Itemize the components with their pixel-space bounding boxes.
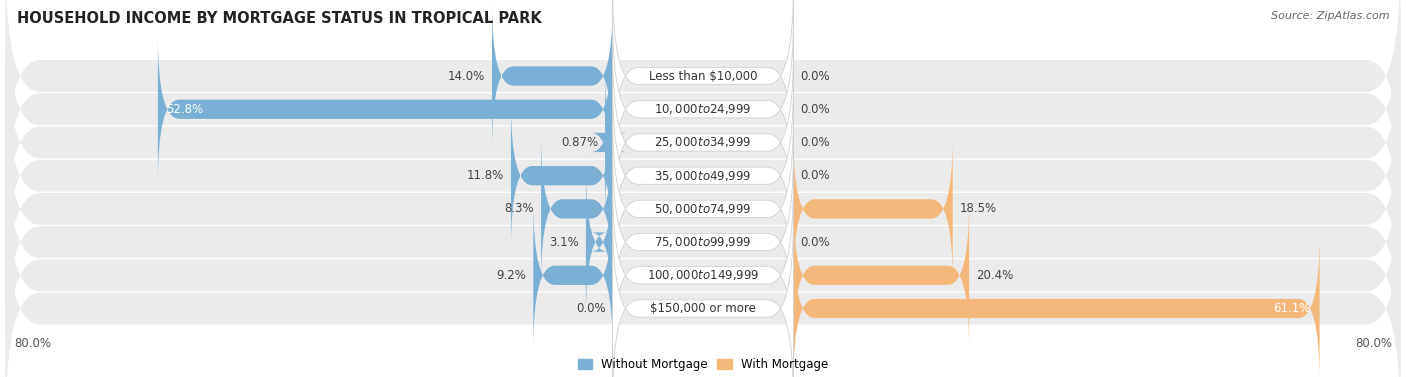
Text: $35,000 to $49,999: $35,000 to $49,999 [654,169,752,183]
Text: $50,000 to $74,999: $50,000 to $74,999 [654,202,752,216]
Text: $10,000 to $24,999: $10,000 to $24,999 [654,102,752,116]
FancyBboxPatch shape [492,3,613,149]
FancyBboxPatch shape [591,69,627,216]
Text: 0.87%: 0.87% [561,136,598,149]
FancyBboxPatch shape [613,18,793,200]
FancyBboxPatch shape [6,158,1400,377]
Text: 18.5%: 18.5% [960,202,997,215]
Text: 80.0%: 80.0% [14,337,51,350]
Text: 14.0%: 14.0% [449,69,485,83]
FancyBboxPatch shape [6,26,1400,259]
FancyBboxPatch shape [793,135,953,282]
Text: $100,000 to $149,999: $100,000 to $149,999 [647,268,759,282]
FancyBboxPatch shape [6,0,1400,226]
Text: 0.0%: 0.0% [800,103,830,116]
FancyBboxPatch shape [613,85,793,267]
Text: 0.0%: 0.0% [800,169,830,182]
FancyBboxPatch shape [6,59,1400,293]
Text: 52.8%: 52.8% [166,103,204,116]
FancyBboxPatch shape [533,202,613,349]
Text: 0.0%: 0.0% [800,136,830,149]
FancyBboxPatch shape [613,51,793,233]
Text: $25,000 to $34,999: $25,000 to $34,999 [654,135,752,149]
Text: 11.8%: 11.8% [467,169,505,182]
FancyBboxPatch shape [541,135,613,282]
FancyBboxPatch shape [510,102,613,249]
FancyBboxPatch shape [793,202,969,349]
FancyBboxPatch shape [613,0,793,167]
FancyBboxPatch shape [6,125,1400,359]
Legend: Without Mortgage, With Mortgage: Without Mortgage, With Mortgage [574,354,832,376]
Text: 3.1%: 3.1% [550,236,579,248]
Text: Less than $10,000: Less than $10,000 [648,69,758,83]
FancyBboxPatch shape [613,151,793,333]
FancyBboxPatch shape [613,184,793,366]
Text: $150,000 or more: $150,000 or more [650,302,756,315]
Text: $75,000 to $99,999: $75,000 to $99,999 [654,235,752,249]
Text: Source: ZipAtlas.com: Source: ZipAtlas.com [1271,11,1389,21]
Text: 9.2%: 9.2% [496,269,526,282]
FancyBboxPatch shape [157,36,613,182]
Text: 80.0%: 80.0% [1355,337,1392,350]
FancyBboxPatch shape [793,235,1320,377]
FancyBboxPatch shape [6,192,1400,377]
Text: 20.4%: 20.4% [976,269,1014,282]
Text: 0.0%: 0.0% [800,69,830,83]
FancyBboxPatch shape [613,118,793,300]
Text: 0.0%: 0.0% [800,236,830,248]
FancyBboxPatch shape [6,92,1400,326]
Text: 8.3%: 8.3% [505,202,534,215]
Text: 0.0%: 0.0% [576,302,606,315]
Text: HOUSEHOLD INCOME BY MORTGAGE STATUS IN TROPICAL PARK: HOUSEHOLD INCOME BY MORTGAGE STATUS IN T… [17,11,541,26]
FancyBboxPatch shape [613,218,793,377]
FancyBboxPatch shape [586,169,613,316]
FancyBboxPatch shape [6,0,1400,193]
Text: 61.1%: 61.1% [1274,302,1310,315]
